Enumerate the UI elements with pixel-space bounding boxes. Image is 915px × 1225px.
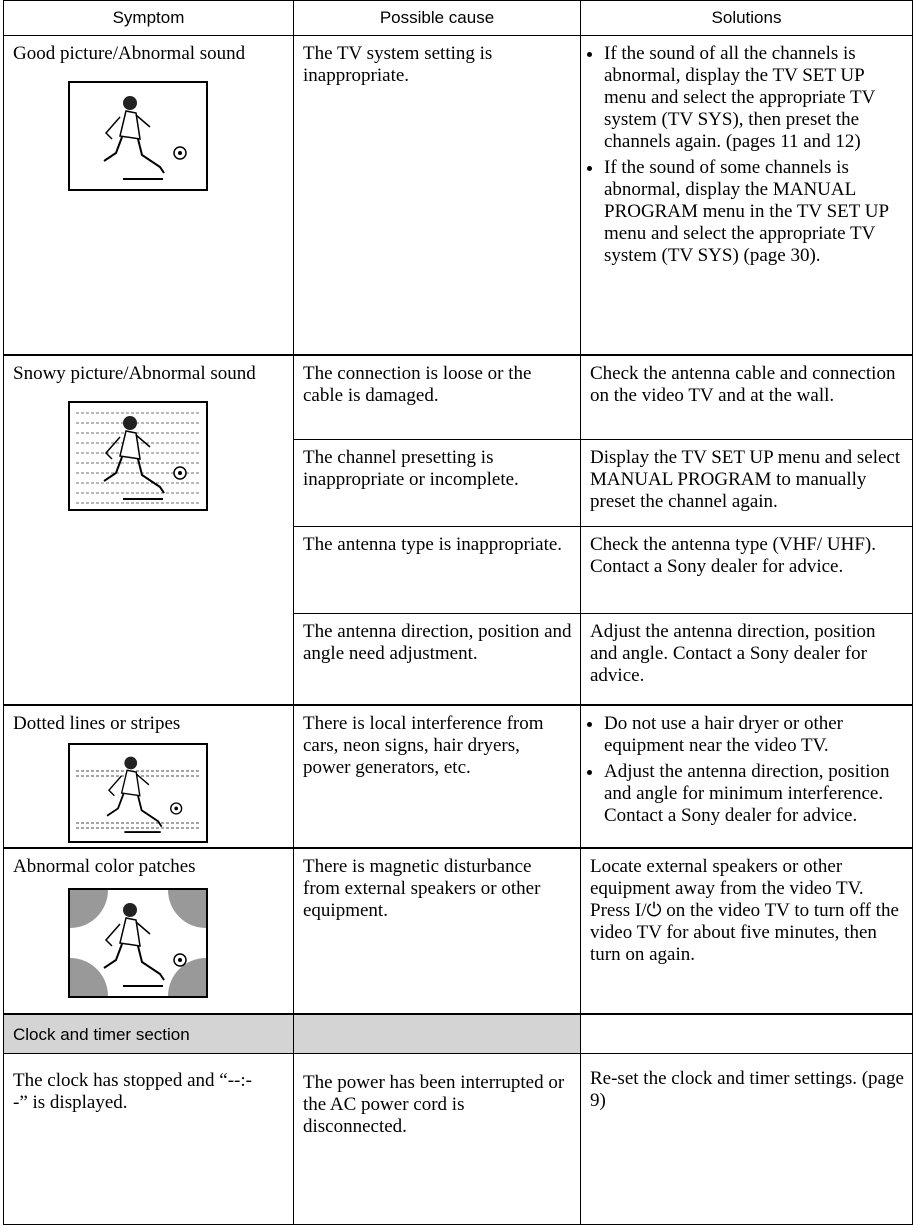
illustration — [68, 887, 208, 998]
symptom-cell: Good picture/Abnormal sound — [3, 35, 294, 355]
solution: Adjust the antenna direction, position a… — [604, 761, 904, 827]
row: The clock has stopped and “--:--” is dis… — [3, 1053, 913, 1225]
symptom: Snowy picture/Abnormal sound — [13, 362, 256, 384]
cause: The power has been interrupted or the AC… — [293, 1053, 581, 1225]
row: The channel presetting is inappropriate … — [4, 439, 913, 527]
symptom: The clock has stopped and “--:--” is dis… — [3, 1053, 294, 1225]
row: The antenna direction, position and angl… — [4, 613, 913, 705]
symptom-cell: Snowy picture/Abnormal sound — [3, 353, 294, 705]
cause: The antenna direction, position and angl… — [293, 613, 581, 705]
solution-list: If the sound of all the channels is abno… — [590, 43, 904, 267]
cause: The connection is loose or the cable is … — [293, 353, 581, 440]
header-cell: Solutions — [580, 0, 913, 36]
cause: The TV system setting is inappropriate. — [293, 35, 581, 355]
solution: Adjust the antenna direction, position a… — [580, 613, 913, 705]
symptom: Dotted lines or stripes — [13, 712, 181, 734]
cause: The antenna type is inappropriate. — [293, 526, 581, 614]
row: Abnormal color patches There is magnetic… — [3, 846, 913, 1014]
illustration — [68, 81, 208, 191]
row: Good picture/Abnormal sound The TV syste… — [3, 35, 913, 355]
section-fill — [293, 1012, 581, 1054]
solution-list: Do not use a hair dryer or other equipme… — [590, 713, 904, 827]
section-title: Clock and timer section — [3, 1012, 294, 1054]
trouble-table: Symptom Possible cause Solutions Good pi… — [3, 0, 913, 1225]
symptom-cell: Dotted lines or stripes — [3, 703, 294, 848]
illustration — [68, 742, 208, 843]
solution: If the sound of some channels is abnorma… — [604, 157, 904, 267]
symptom-cell: Abnormal color patches — [3, 846, 294, 1014]
section-row: Clock and timer section — [3, 1012, 913, 1054]
solution: Locate external speakers or other equipm… — [580, 846, 913, 1014]
row: Snowy picture/Abnormal sound The connect… — [3, 353, 913, 705]
solution: Check the antenna type (VHF/ UHF). Conta… — [580, 526, 913, 614]
header-row: Symptom Possible cause Solutions — [3, 0, 913, 36]
cause: There is magnetic disturbance from exter… — [293, 846, 581, 1014]
solution: Check the antenna cable and connection o… — [580, 353, 913, 440]
symptom: Good picture/Abnormal sound — [13, 43, 246, 64]
solution-cell: If the sound of all the channels is abno… — [580, 35, 913, 355]
row: Dotted lines or stripes There is local i… — [3, 703, 913, 848]
illustration — [68, 400, 208, 511]
row: The antenna type is inappropriate. Check… — [4, 526, 913, 614]
symptom: Abnormal color patches — [13, 855, 196, 877]
solution: Display the TV SET UP menu and select MA… — [580, 439, 913, 527]
header-cell: Symptom — [3, 0, 294, 36]
header-cell: Possible cause — [293, 0, 581, 36]
solution: Re-set the clock and timer settings. (pa… — [580, 1053, 913, 1225]
section-fill — [580, 1012, 913, 1054]
cause: The channel presetting is inappropriate … — [293, 439, 581, 527]
solution: Do not use a hair dryer or other equipme… — [604, 713, 904, 757]
cause: There is local interference from cars, n… — [293, 703, 581, 848]
solution-cell: Do not use a hair dryer or other equipme… — [580, 703, 913, 848]
solution: If the sound of all the channels is abno… — [604, 43, 904, 153]
